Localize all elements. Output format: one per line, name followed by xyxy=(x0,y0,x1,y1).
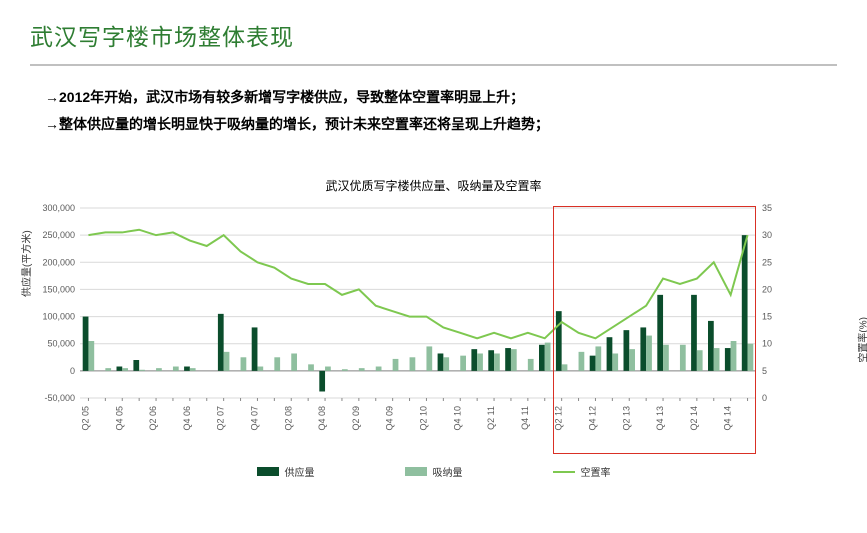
legend: 供应量 吸纳量 空置率 xyxy=(20,464,847,479)
svg-text:-50,000: -50,000 xyxy=(44,393,75,403)
svg-text:150,000: 150,000 xyxy=(42,285,75,295)
svg-text:Q2 14: Q2 14 xyxy=(689,406,699,431)
chart-area: 武汉优质写字楼供应量、吸纳量及空置率 供应量(平方米) 空置率(%) -50,0… xyxy=(20,177,847,479)
svg-text:10: 10 xyxy=(762,339,772,349)
legend-label: 供应量 xyxy=(285,464,315,479)
svg-text:Q4 10: Q4 10 xyxy=(452,406,462,431)
bullet-text: 整体供应量的增长明显快于吸纳量的增长，预计未来空置率还将呈现上升趋势； xyxy=(59,116,549,132)
svg-text:Q2 12: Q2 12 xyxy=(554,406,564,431)
legend-vacancy: 空置率 xyxy=(553,464,611,479)
legend-label: 吸纳量 xyxy=(433,464,463,479)
svg-text:35: 35 xyxy=(762,203,772,213)
page-title: 武汉写字楼市场整体表现 xyxy=(30,18,837,52)
svg-text:300,000: 300,000 xyxy=(42,203,75,213)
svg-text:100,000: 100,000 xyxy=(42,312,75,322)
svg-text:0: 0 xyxy=(70,366,75,376)
arrow-icon: → xyxy=(45,89,59,105)
chart-svg: -50,000 0 50,000 100,000 150,000 200,000 250,0… xyxy=(20,202,800,458)
y-right-axis-label: 空置率(%) xyxy=(855,317,867,363)
svg-text:30: 30 xyxy=(762,230,772,240)
bullet-item: →2012年开始，武汉市场有较多新增写字楼供应，导致整体空置率明显上升； xyxy=(45,84,822,111)
svg-text:Q2 07: Q2 07 xyxy=(216,406,226,431)
svg-text:Q4 08: Q4 08 xyxy=(317,406,327,431)
swatch-supply xyxy=(257,467,279,476)
svg-text:Q4 09: Q4 09 xyxy=(385,406,395,431)
y-left-axis-label: 供应量(平方米) xyxy=(18,231,33,298)
svg-text:Q2 10: Q2 10 xyxy=(418,406,428,431)
swatch-absorption xyxy=(405,467,427,476)
legend-absorption: 吸纳量 xyxy=(405,464,463,479)
svg-text:Q2 05: Q2 05 xyxy=(80,406,90,431)
svg-text:Q2 08: Q2 08 xyxy=(283,406,293,431)
svg-text:Q2 13: Q2 13 xyxy=(621,406,631,431)
svg-text:Q4 05: Q4 05 xyxy=(114,406,124,431)
legend-label: 空置率 xyxy=(581,464,611,479)
svg-text:Q4 07: Q4 07 xyxy=(249,406,259,431)
svg-text:20: 20 xyxy=(762,285,772,295)
svg-text:Q4 12: Q4 12 xyxy=(587,406,597,431)
svg-text:200,000: 200,000 xyxy=(42,257,75,267)
bullet-text: 2012年开始，武汉市场有较多新增写字楼供应，导致整体空置率明显上升； xyxy=(59,89,524,105)
svg-text:Q2 11: Q2 11 xyxy=(486,406,496,430)
svg-text:Q4 06: Q4 06 xyxy=(182,406,192,431)
swatch-vacancy xyxy=(553,471,575,473)
svg-text:250,000: 250,000 xyxy=(42,230,75,240)
svg-text:25: 25 xyxy=(762,257,772,267)
svg-text:0: 0 xyxy=(762,393,767,403)
chart-title: 武汉优质写字楼供应量、吸纳量及空置率 xyxy=(20,177,847,194)
svg-text:Q4 14: Q4 14 xyxy=(723,406,733,431)
bullet-list: →2012年开始，武汉市场有较多新增写字楼供应，导致整体空置率明显上升； →整体… xyxy=(0,66,867,147)
arrow-icon: → xyxy=(45,116,59,132)
bullet-item: →整体供应量的增长明显快于吸纳量的增长，预计未来空置率还将呈现上升趋势； xyxy=(45,111,822,138)
svg-text:50,000: 50,000 xyxy=(47,339,75,349)
svg-text:Q2 06: Q2 06 xyxy=(148,406,158,431)
svg-text:Q2 09: Q2 09 xyxy=(351,406,361,431)
svg-text:15: 15 xyxy=(762,312,772,322)
svg-text:Q4 13: Q4 13 xyxy=(655,406,665,431)
title-bar: 武汉写字楼市场整体表现 xyxy=(0,0,867,58)
legend-supply: 供应量 xyxy=(257,464,315,479)
svg-text:Q4 11: Q4 11 xyxy=(520,406,530,430)
svg-text:5: 5 xyxy=(762,366,767,376)
